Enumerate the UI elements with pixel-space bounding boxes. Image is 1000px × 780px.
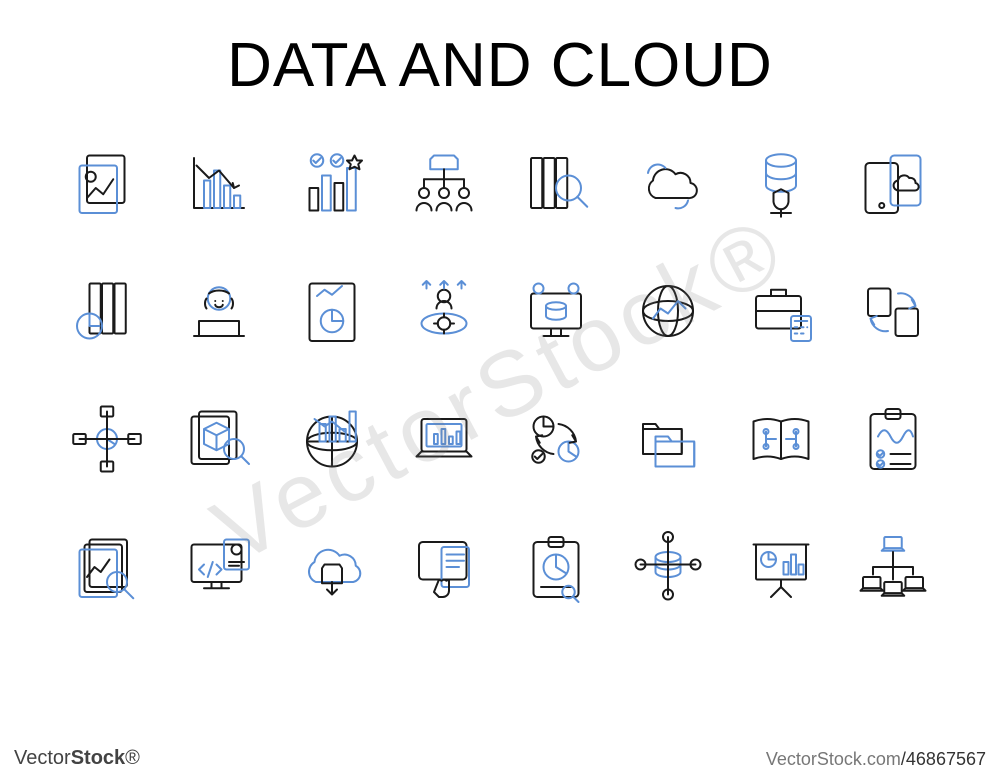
laptop-bars-icon — [397, 389, 491, 489]
team-folder-icon — [397, 133, 491, 233]
database-shield-icon — [734, 133, 828, 233]
hub-nodes-icon — [60, 389, 154, 489]
db-network-icon — [621, 517, 715, 617]
tablet-touch-icon — [397, 517, 491, 617]
cloud-download-icon — [285, 517, 379, 617]
laptop-network-icon — [846, 517, 940, 617]
docs-search-icon — [60, 517, 154, 617]
footer-stock-id: /46867567 — [901, 749, 986, 769]
cloud-sync-icon — [621, 133, 715, 233]
bar-check-icon — [285, 133, 379, 233]
page-title: DATA AND CLOUD — [0, 0, 1000, 125]
briefcase-calc-icon — [734, 261, 828, 361]
pie-cycle-icon — [509, 389, 603, 489]
line-bar-chart-icon — [172, 133, 266, 233]
server-disc-icon — [60, 261, 154, 361]
monitor-code-profile-icon — [172, 517, 266, 617]
footer-brand: VectorStock® — [14, 747, 140, 770]
box-search-icon — [172, 389, 266, 489]
monitor-db-users-icon — [509, 261, 603, 361]
gear-arrows-icon — [397, 261, 491, 361]
folders-stack-icon — [621, 389, 715, 489]
support-laptop-icon — [172, 261, 266, 361]
files-chart-icon — [60, 133, 154, 233]
devices-cloud-icon — [846, 133, 940, 233]
footer-id: VectorStock.com/46867567 — [766, 749, 986, 770]
book-circuit-icon — [734, 389, 828, 489]
report-pie-icon — [285, 261, 379, 361]
file-exchange-icon — [846, 261, 940, 361]
presentation-chart-icon — [734, 517, 828, 617]
clipboard-pie-icon — [509, 517, 603, 617]
clipboard-wave-icon — [846, 389, 940, 489]
icon-grid — [0, 125, 1000, 617]
binder-search-icon — [509, 133, 603, 233]
footer-url: VectorStock.com — [766, 749, 901, 769]
globe-chart-icon — [621, 261, 715, 361]
globe-bars-icon — [285, 389, 379, 489]
